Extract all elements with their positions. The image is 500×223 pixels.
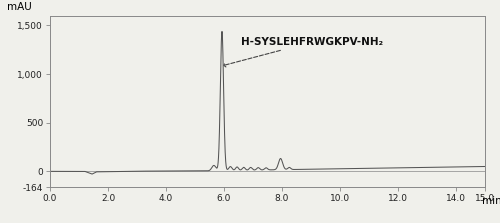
X-axis label: min: min xyxy=(482,196,500,206)
Y-axis label: mAU: mAU xyxy=(7,2,32,12)
Text: H-SYSLEHFRWGKPV-NH₂: H-SYSLEHFRWGKPV-NH₂ xyxy=(224,37,384,67)
